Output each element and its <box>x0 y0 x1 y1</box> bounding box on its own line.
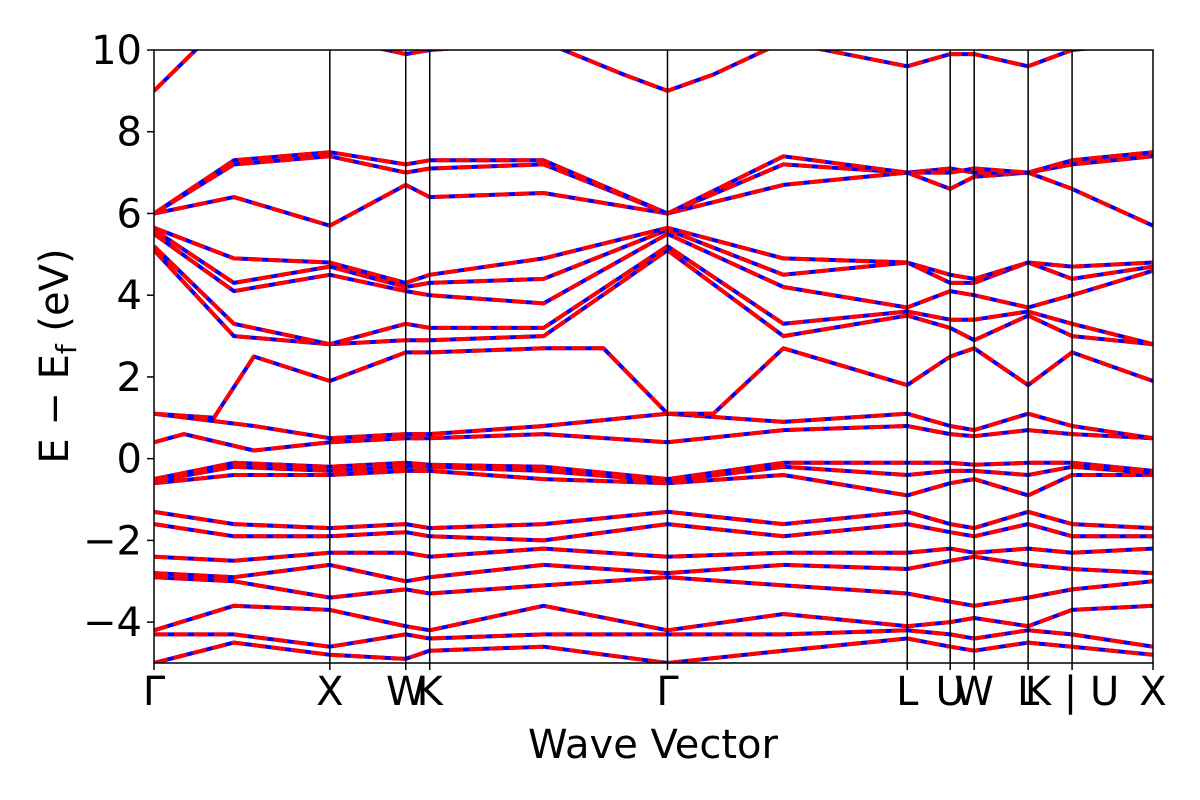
band-line-18-spin-down <box>154 225 1153 285</box>
band-line-12-spin-down <box>154 411 1153 441</box>
y-tick-label: 8 <box>117 110 142 156</box>
band-line-13-spin-down <box>154 346 1153 420</box>
band-line-6-spin-down <box>154 522 1153 543</box>
band-line-20-spin-up <box>154 154 1153 216</box>
x-tick-label: X <box>1139 669 1166 715</box>
band-line-16-spin-down <box>154 231 1153 310</box>
y-axis-title-unit: (eV) <box>32 248 78 344</box>
band-line-8-spin-down <box>154 468 1153 498</box>
x-tick-label: Γ <box>143 669 166 715</box>
plot-frame <box>153 49 1154 664</box>
y-axis-title: E − Ef (eV) <box>32 248 83 463</box>
y-tick-label: 0 <box>117 437 142 483</box>
band-line-22-spin-down <box>154 50 1092 93</box>
y-tick-label: 2 <box>117 355 142 401</box>
band-line-22-spin-up <box>154 50 1092 93</box>
x-tick-label: L <box>1017 669 1040 715</box>
band-line-14-spin-down <box>154 248 1153 347</box>
y-tick-label: 10 <box>91 28 142 74</box>
x-tick-label: W <box>386 669 426 715</box>
band-line-13-spin-up <box>154 346 1153 420</box>
band-line-7-spin-down <box>154 509 1153 531</box>
band-line-1-spin-down <box>154 628 1153 649</box>
high-symmetry-lines <box>329 50 1073 663</box>
band-line-5-spin-down <box>154 546 1153 563</box>
y-axis-title-subscript: f <box>50 343 83 354</box>
band-line-10-spin-down <box>154 460 1153 482</box>
x-tick-label: Γ <box>656 669 679 715</box>
x-tick-label: W <box>954 669 994 715</box>
band-line-9-spin-down <box>154 464 1153 484</box>
band-line-2-spin-down <box>154 603 1153 633</box>
y-axis-title-main: E − E <box>32 354 78 464</box>
band-line-21-spin-down <box>154 150 1153 216</box>
bands-layer <box>154 50 1153 663</box>
y-tick-label: −2 <box>83 518 142 564</box>
y-tick-label: 4 <box>117 273 142 319</box>
band-line-11-spin-down <box>154 424 1153 453</box>
band-line-14-spin-up <box>154 248 1153 347</box>
band-line-19-spin-up <box>154 170 1153 228</box>
band-line-20-spin-down <box>154 154 1153 216</box>
y-axis: 10 8 6 4 2 0 −2 −4 <box>83 28 154 646</box>
band-line-21-spin-up <box>154 150 1153 216</box>
band-line-0-spin-down <box>154 636 1153 663</box>
band-line-3-spin-down <box>154 575 1153 608</box>
band-line-4-spin-down <box>154 554 1153 584</box>
x-tick-label: K | U <box>1025 669 1119 715</box>
x-tick-label: U <box>936 669 965 715</box>
band-line-19-spin-down <box>154 170 1153 228</box>
y-tick-label: 6 <box>117 191 142 237</box>
band-line-15-spin-down <box>154 244 1153 347</box>
x-axis-title: Wave Vector <box>528 722 779 768</box>
y-tick-label: −4 <box>83 600 142 646</box>
x-tick-label: L <box>896 669 919 715</box>
x-tick-label: K <box>417 669 445 715</box>
x-tick-label: X <box>316 669 343 715</box>
